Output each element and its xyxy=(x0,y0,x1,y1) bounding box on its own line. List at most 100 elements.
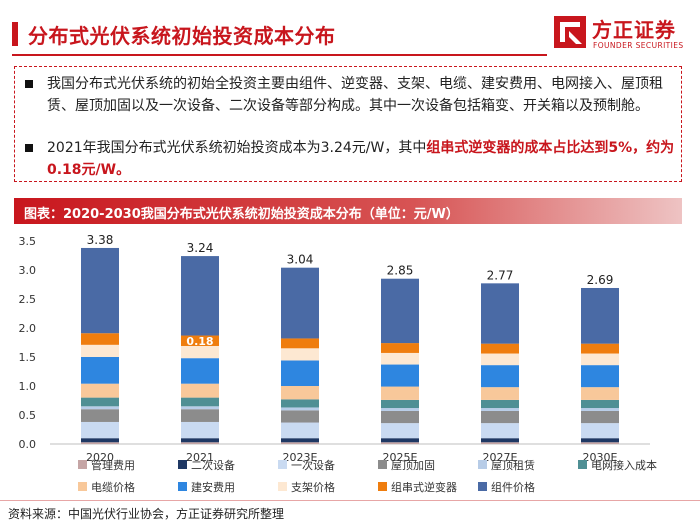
bar-segment xyxy=(581,343,619,354)
founder-securities-logo: 方正证券 FOUNDER SECURITIES xyxy=(552,12,697,58)
bar-segment xyxy=(381,352,419,365)
legend-label: 一次设备 xyxy=(291,458,335,472)
bar-segment xyxy=(581,442,619,444)
bar-segment xyxy=(481,410,519,424)
bar-segment xyxy=(281,410,319,423)
bar-segment xyxy=(181,421,219,439)
bar-segment xyxy=(381,343,419,353)
y-tick-label: 1.0 xyxy=(19,380,37,393)
bar-segment xyxy=(81,442,119,444)
bar-segment xyxy=(81,421,119,439)
bar-segment xyxy=(581,399,619,409)
bar-segment xyxy=(581,287,619,344)
bar-segment xyxy=(181,397,219,407)
bar-segment xyxy=(81,383,119,398)
bar-segment xyxy=(481,283,519,344)
y-tick-label: 1.5 xyxy=(19,351,37,364)
summary-bullet-highlight: 组串式逆变器的成本占比达到5%，约为0.18元/W。 xyxy=(47,140,675,178)
legend-label: 支架价格 xyxy=(291,480,335,494)
legend-swatch xyxy=(478,482,487,491)
square-bullet-icon xyxy=(25,144,33,152)
segment-data-label: 0.18 xyxy=(186,335,213,348)
legend-label: 建安费用 xyxy=(191,480,235,494)
bar-segment xyxy=(181,442,219,444)
bar-segment xyxy=(281,442,319,444)
bar-segment xyxy=(281,399,319,408)
page-title: 分布式光伏系统初始投资成本分布 xyxy=(28,24,336,48)
total-data-label: 2.85 xyxy=(387,264,414,278)
bar-segment xyxy=(481,365,519,388)
legend-swatch xyxy=(278,482,287,491)
x-tick-label: 2020 xyxy=(86,451,114,464)
bar-segment xyxy=(381,278,419,344)
bar-segment xyxy=(381,442,419,444)
bar-segment xyxy=(581,387,619,400)
bar-segment xyxy=(481,442,519,444)
bar-segment xyxy=(381,410,419,424)
legend-swatch xyxy=(278,460,287,469)
bar-segment xyxy=(381,386,419,400)
bar-segment xyxy=(181,438,219,443)
legend-label: 屋顶租赁 xyxy=(491,458,535,472)
bar-segment xyxy=(281,348,319,361)
summary-bullet-text: 2021年我国分布式光伏系统初始投资成本为3.24元/W，其中组串式逆变器的成本… xyxy=(47,137,675,181)
stacked-bar-chart: 0.0 0.5 1.0 1.5 2.0 2.5 3.0 3.5 3.38 2020 0.18 3.24… xyxy=(19,233,658,494)
chart-header-bar: 图表：2020-2030我国分布式光伏系统初始投资成本分布（单位：元/W） xyxy=(14,198,682,224)
bar-segment xyxy=(181,383,219,398)
bar-segment xyxy=(381,438,419,443)
bar-segment xyxy=(81,357,119,384)
bar-segment xyxy=(281,267,319,339)
y-tick-label: 0.5 xyxy=(19,409,37,422)
footer-divider xyxy=(0,500,700,501)
summary-bullet-text: 我国分布式光伏系统的初始全投资主要由组件、逆变器、支架、电缆、建安费用、电网接入… xyxy=(47,76,663,114)
title-accent-bar xyxy=(12,22,18,46)
legend-swatch xyxy=(378,482,387,491)
bar-segment xyxy=(281,386,319,400)
x-tick-label: 2025E xyxy=(383,451,418,464)
summary-bullet-plain: 2021年我国分布式光伏系统初始投资成本为3.24元/W，其中 xyxy=(47,140,427,156)
legend-label: 组串式逆变器 xyxy=(391,480,457,494)
bar-segment xyxy=(381,399,419,409)
legend-label: 管理费用 xyxy=(91,458,135,472)
legend-swatch xyxy=(378,460,387,469)
summary-bullet: 我国分布式光伏系统的初始全投资主要由组件、逆变器、支架、电缆、建安费用、电网接入… xyxy=(25,73,675,117)
bar-segment xyxy=(181,409,219,422)
bar-segment xyxy=(381,364,419,387)
bar-segment xyxy=(81,406,119,410)
bar-segment xyxy=(281,438,319,443)
total-data-label: 2.69 xyxy=(587,273,614,287)
bar-segment xyxy=(81,333,119,345)
bar-segment xyxy=(581,438,619,443)
bar-segment xyxy=(481,343,519,354)
summary-box: 我国分布式光伏系统的初始全投资主要由组件、逆变器、支架、电缆、建安费用、电网接入… xyxy=(14,66,682,182)
chart-title: 图表：2020-2030我国分布式光伏系统初始投资成本分布（单位：元/W） xyxy=(24,207,459,222)
total-data-label: 3.38 xyxy=(87,233,114,247)
founder-logo-icon xyxy=(554,16,586,48)
x-tick-label: 2023E xyxy=(283,451,318,464)
y-tick-label: 2.0 xyxy=(19,322,37,335)
legend-swatch xyxy=(478,460,487,469)
bar-segment xyxy=(481,399,519,409)
y-tick-label: 3.5 xyxy=(19,235,37,248)
bar-segment xyxy=(481,423,519,439)
y-tick-label: 2.5 xyxy=(19,293,37,306)
x-tick-label: 2021 xyxy=(186,451,214,464)
total-data-label: 3.24 xyxy=(187,241,214,255)
legend-swatch xyxy=(178,482,187,491)
bar-segment xyxy=(281,407,319,411)
bar-segment xyxy=(181,406,219,410)
bar-segment xyxy=(281,360,319,386)
total-data-label: 2.77 xyxy=(487,268,514,282)
bar-segment xyxy=(81,438,119,443)
bar-segment xyxy=(81,344,119,357)
summary-bullet: 2021年我国分布式光伏系统初始投资成本为3.24元/W，其中组串式逆变器的成本… xyxy=(25,137,675,181)
x-tick-label: 2030E xyxy=(583,451,618,464)
bar-segment xyxy=(581,423,619,439)
bar-segment xyxy=(581,408,619,411)
square-bullet-icon xyxy=(25,80,33,88)
legend-swatch xyxy=(578,460,587,469)
y-tick-label: 3.0 xyxy=(19,264,37,277)
title-bar: 分布式光伏系统初始投资成本分布 方正证券 FOUNDER SECURITIES xyxy=(0,0,700,62)
logo-chinese-name: 方正证券 xyxy=(592,18,676,42)
bar-segment xyxy=(381,408,419,411)
